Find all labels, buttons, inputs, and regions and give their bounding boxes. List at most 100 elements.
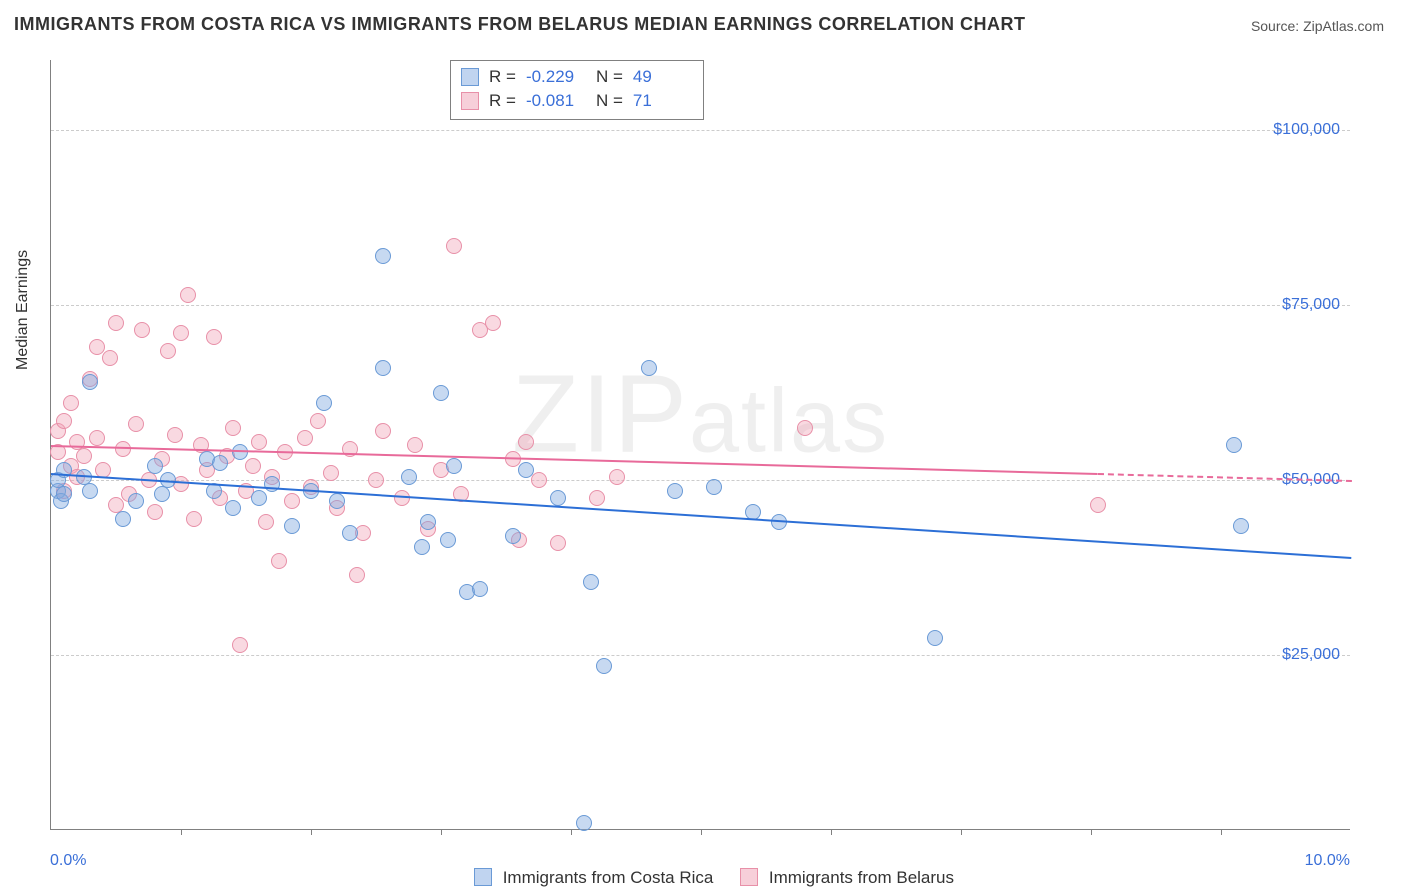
data-point — [284, 518, 300, 534]
data-point — [375, 360, 391, 376]
data-point — [56, 413, 72, 429]
y-tick-label: $100,000 — [1273, 121, 1340, 139]
data-point — [134, 322, 150, 338]
y-axis-label: Median Earnings — [14, 250, 32, 370]
data-point — [63, 395, 79, 411]
data-point — [446, 238, 462, 254]
x-tick — [701, 829, 702, 835]
data-point — [82, 483, 98, 499]
x-tick — [571, 829, 572, 835]
data-point — [245, 458, 261, 474]
stats-row-belarus: R = -0.081 N = 71 — [461, 89, 693, 113]
data-point — [641, 360, 657, 376]
data-point — [375, 423, 391, 439]
data-point — [251, 434, 267, 450]
n-value: 49 — [633, 65, 693, 89]
x-tick — [831, 829, 832, 835]
data-point — [472, 581, 488, 597]
x-tick — [961, 829, 962, 835]
gridline — [51, 655, 1350, 656]
gridline — [51, 130, 1350, 131]
y-tick-label: $75,000 — [1282, 296, 1340, 314]
data-point — [225, 500, 241, 516]
data-point — [609, 469, 625, 485]
r-label: R = — [489, 65, 516, 89]
legend-swatch-pink-icon — [740, 868, 758, 886]
data-point — [927, 630, 943, 646]
legend-label: Immigrants from Costa Rica — [503, 868, 714, 887]
swatch-pink-icon — [461, 92, 479, 110]
x-tick — [1091, 829, 1092, 835]
x-axis-max-label: 10.0% — [1305, 852, 1350, 870]
data-point — [160, 343, 176, 359]
data-point — [518, 434, 534, 450]
data-point — [375, 248, 391, 264]
data-point — [797, 420, 813, 436]
data-point — [115, 511, 131, 527]
data-point — [212, 455, 228, 471]
data-point — [518, 462, 534, 478]
data-point — [167, 427, 183, 443]
legend: Immigrants from Costa Rica Immigrants fr… — [0, 868, 1406, 888]
data-point — [433, 385, 449, 401]
data-point — [297, 430, 313, 446]
data-point — [667, 483, 683, 499]
data-point — [284, 493, 300, 509]
gridline — [51, 305, 1350, 306]
data-point — [550, 535, 566, 551]
data-point — [180, 287, 196, 303]
data-point — [531, 472, 547, 488]
data-point — [251, 490, 267, 506]
correlation-stats-box: R = -0.229 N = 49 R = -0.081 N = 71 — [450, 60, 704, 120]
data-point — [108, 315, 124, 331]
legend-label: Immigrants from Belarus — [769, 868, 954, 887]
data-point — [401, 469, 417, 485]
data-point — [596, 658, 612, 674]
data-point — [1090, 497, 1106, 513]
data-point — [329, 493, 345, 509]
trend-line — [51, 473, 1351, 559]
stats-row-costa-rica: R = -0.229 N = 49 — [461, 65, 693, 89]
data-point — [128, 493, 144, 509]
data-point — [89, 430, 105, 446]
data-point — [505, 528, 521, 544]
data-point — [154, 486, 170, 502]
scatter-plot-area: ZIPatlas $25,000$50,000$75,000$100,000 — [50, 60, 1350, 830]
data-point — [323, 465, 339, 481]
x-axis-min-label: 0.0% — [50, 852, 86, 870]
data-point — [147, 458, 163, 474]
data-point — [446, 458, 462, 474]
data-point — [407, 437, 423, 453]
data-point — [550, 490, 566, 506]
swatch-blue-icon — [461, 68, 479, 86]
data-point — [420, 514, 436, 530]
data-point — [485, 315, 501, 331]
chart-title: IMMIGRANTS FROM COSTA RICA VS IMMIGRANTS… — [14, 14, 1025, 35]
n-value: 71 — [633, 89, 693, 113]
data-point — [225, 420, 241, 436]
legend-swatch-blue-icon — [474, 868, 492, 886]
data-point — [1226, 437, 1242, 453]
data-point — [368, 472, 384, 488]
gridline — [51, 480, 1350, 481]
y-tick-label: $25,000 — [1282, 646, 1340, 664]
data-point — [258, 514, 274, 530]
data-point — [186, 511, 202, 527]
data-point — [147, 504, 163, 520]
x-tick — [441, 829, 442, 835]
x-tick — [1221, 829, 1222, 835]
data-point — [173, 325, 189, 341]
data-point — [56, 486, 72, 502]
n-label: N = — [596, 89, 623, 113]
x-tick — [181, 829, 182, 835]
data-point — [706, 479, 722, 495]
data-point — [232, 637, 248, 653]
n-label: N = — [596, 65, 623, 89]
data-point — [82, 374, 98, 390]
data-point — [206, 329, 222, 345]
data-point — [310, 413, 326, 429]
r-value: -0.081 — [526, 89, 586, 113]
data-point — [576, 815, 592, 831]
data-point — [583, 574, 599, 590]
data-point — [349, 567, 365, 583]
